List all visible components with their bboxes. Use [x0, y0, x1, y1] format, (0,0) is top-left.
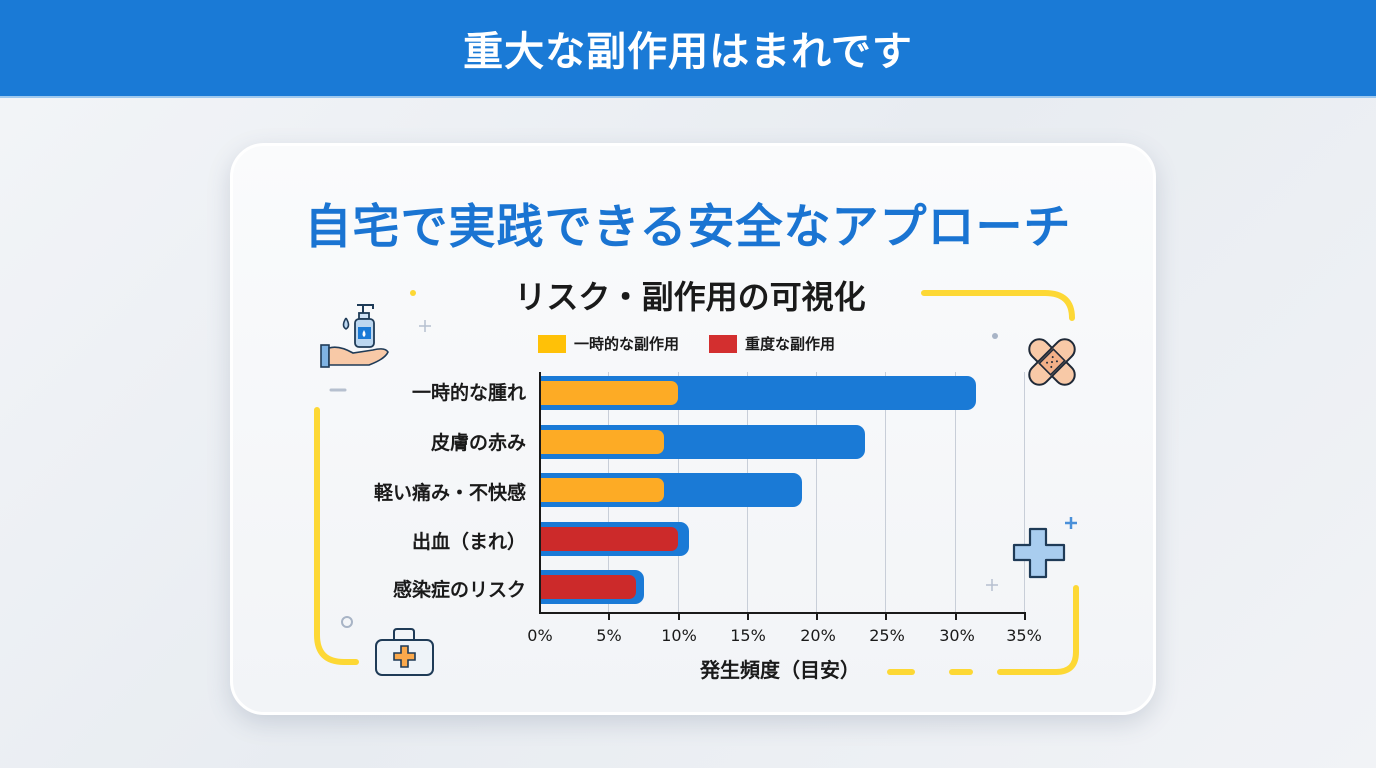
- x-tick: [816, 612, 818, 620]
- category-label: 感染症のリスク: [392, 579, 526, 601]
- x-tick-label: 5%: [596, 626, 622, 645]
- decorative-lines: [314, 290, 1079, 675]
- x-tick: [678, 612, 680, 620]
- banner-title: 重大な副作用はまれです: [463, 29, 913, 75]
- bar-temporary: [539, 430, 664, 454]
- chart-title: リスク・副作用の可視化: [514, 278, 866, 316]
- x-tick-label: 30%: [939, 626, 975, 645]
- legend-item-temporary: 一時的な副作用: [538, 333, 679, 354]
- category-label: 出血（まれ）: [411, 531, 526, 553]
- gridline: [885, 372, 886, 612]
- bar-severe: [539, 527, 678, 551]
- gridline: [816, 372, 817, 612]
- bar-temporary: [539, 478, 664, 502]
- x-tick: [885, 612, 887, 620]
- top-banner: 重大な副作用はまれです: [0, 0, 1376, 98]
- y-axis: [539, 372, 541, 614]
- legend-swatch-severe: [709, 334, 738, 353]
- bar-temporary: [539, 381, 678, 405]
- x-axis-title: 発生頻度（目安）: [700, 658, 860, 682]
- legend-label-severe: 重度な副作用: [745, 335, 836, 353]
- bar-severe: [539, 575, 636, 599]
- legend-label-temporary: 一時的な副作用: [574, 335, 680, 353]
- x-tick-label: 0%: [527, 626, 553, 645]
- x-tick: [608, 612, 610, 620]
- x-tick-label: 25%: [869, 626, 905, 645]
- gridline: [1024, 372, 1025, 612]
- category-label: 皮膚の赤み: [430, 432, 526, 454]
- hand-sanitizer-icon: [320, 304, 389, 368]
- chart-legend: 一時的な副作用 重度な副作用: [538, 333, 865, 354]
- bandage-icon: [1028, 338, 1076, 386]
- x-tick: [955, 612, 957, 620]
- x-tick: [747, 612, 749, 620]
- chart-plot-area: [539, 372, 1026, 620]
- x-tick-label: 15%: [730, 626, 766, 645]
- x-axis: [539, 612, 1026, 614]
- first-aid-kit-icon: [375, 628, 434, 676]
- legend-swatch-temporary: [538, 334, 566, 353]
- medical-cross-icon: [1012, 527, 1066, 579]
- x-tick-label: 20%: [800, 626, 836, 645]
- card-title: 自宅で実践できる安全なアプローチ: [304, 200, 1072, 255]
- x-tick-label: 35%: [1006, 626, 1042, 645]
- x-tick: [1024, 612, 1026, 620]
- gridline: [955, 372, 956, 612]
- legend-item-severe: 重度な副作用: [709, 333, 835, 354]
- category-label: 軽い痛み・不快感: [373, 482, 526, 504]
- x-tick-label: 10%: [661, 626, 697, 645]
- category-label: 一時的な腫れ: [411, 382, 526, 404]
